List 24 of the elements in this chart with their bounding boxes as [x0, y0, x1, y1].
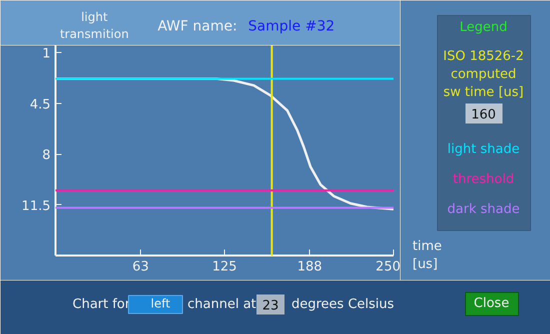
text: Chart for	[72, 297, 131, 312]
chart-title: AWF name:	[158, 18, 238, 34]
x-tick-label: 125	[212, 260, 237, 274]
y-tick-label: 4.5	[30, 97, 51, 112]
chart-subtitle: Sample #32	[248, 18, 335, 34]
x-tick-label: 188	[297, 260, 322, 274]
x-tick-label: 63	[132, 260, 149, 274]
text: channel at	[188, 297, 256, 312]
ref-line-label: ISO 18526-2 computed sw time [us]	[443, 49, 524, 100]
ref-line-label: dark shade	[447, 202, 520, 217]
text: 160	[471, 108, 496, 122]
text: 23	[262, 298, 279, 314]
text: Close	[474, 296, 510, 311]
ref-line-label: threshold	[452, 172, 514, 187]
ref-line-label: light shade	[447, 142, 520, 157]
x-tick-label: 250	[376, 260, 401, 274]
x-axis-title: time [us]	[412, 239, 442, 272]
text: left	[150, 296, 171, 310]
y-tick-label: 1	[42, 46, 51, 62]
y-tick-label: 8	[42, 148, 51, 164]
text: degrees Celsius	[292, 297, 394, 312]
y-axis-title: light transmition	[60, 10, 129, 41]
y-tick-label: 11.5	[22, 198, 51, 214]
legend-title: Legend	[460, 20, 508, 35]
